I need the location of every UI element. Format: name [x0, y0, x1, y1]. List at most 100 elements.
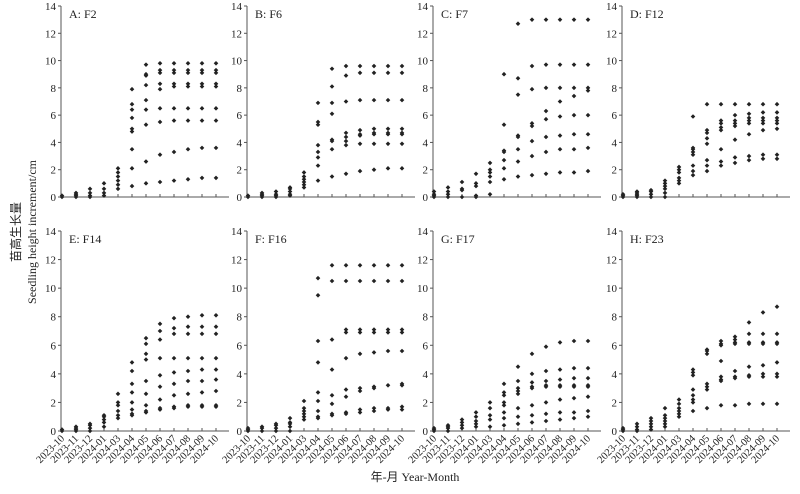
data-point: [171, 404, 177, 410]
data-point: [301, 182, 307, 188]
panel-a: 0 2 4 6 8 10 12 14 A: F2: [45, 1, 229, 204]
y-tick-label: 0: [423, 426, 429, 438]
data-point: [760, 115, 766, 121]
data-point: [185, 81, 191, 87]
data-point: [315, 122, 321, 127]
data-point: [431, 191, 437, 197]
y-tick-label: 2: [612, 397, 618, 409]
data-point: [648, 424, 654, 430]
data-point: [301, 176, 307, 182]
data-point: [343, 278, 349, 284]
data-point: [529, 402, 535, 408]
data-point: [501, 148, 507, 153]
data-point: [571, 365, 577, 371]
data-point: [774, 115, 780, 121]
data-point: [259, 190, 265, 196]
data-point: [662, 424, 668, 430]
y-tick-label: 8: [51, 83, 57, 95]
data-point: [515, 174, 521, 179]
y-tick-label: 6: [51, 110, 57, 122]
y-tick-label: 2: [423, 165, 429, 177]
data-point: [357, 131, 363, 137]
data-point: [585, 145, 591, 151]
data-point: [557, 133, 563, 138]
y-tick-label: 12: [606, 28, 617, 40]
data-point: [101, 420, 107, 425]
data-point: [129, 166, 135, 171]
data-point: [115, 402, 121, 408]
data-point: [213, 61, 219, 66]
data-point: [343, 134, 349, 140]
data-point: [515, 388, 521, 394]
data-point: [704, 381, 710, 387]
y-tick-label: 14: [606, 1, 618, 13]
data-point: [357, 63, 363, 69]
data-point: [199, 81, 205, 87]
data-point: [185, 324, 191, 330]
data-point: [732, 337, 738, 342]
data-point: [732, 121, 738, 126]
data-point: [557, 114, 563, 119]
data-point: [718, 121, 724, 126]
data-point: [515, 146, 521, 152]
data-point: [746, 157, 752, 163]
data-point: [157, 70, 163, 76]
data-point: [746, 111, 752, 117]
data-point: [101, 417, 107, 422]
data-point: [357, 168, 363, 174]
data-point: [371, 327, 377, 332]
data-point: [732, 101, 738, 107]
data-point: [529, 380, 535, 385]
data-point: [634, 421, 640, 427]
data-point: [213, 388, 219, 394]
panel-f: 024681012142023-102023-112023-122024-012…: [221, 226, 415, 466]
data-point: [315, 338, 321, 344]
data-point: [385, 330, 391, 335]
data-point: [199, 106, 205, 111]
y-tick-label: 12: [417, 28, 428, 40]
data-point: [459, 194, 465, 200]
data-point: [399, 262, 405, 268]
data-point: [171, 315, 177, 321]
data-point: [515, 364, 521, 370]
data-point: [760, 118, 766, 123]
data-point: [557, 17, 563, 22]
data-point: [171, 70, 177, 76]
data-point: [718, 159, 724, 164]
data-point: [157, 152, 163, 158]
data-point: [557, 367, 563, 372]
data-point: [760, 127, 766, 133]
data-point: [329, 401, 335, 407]
data-point: [371, 330, 377, 335]
data-point: [774, 118, 780, 123]
y-tick-label: 10: [231, 283, 243, 295]
data-point: [445, 189, 451, 194]
data-point: [746, 364, 752, 370]
data-point: [445, 185, 451, 190]
data-point: [213, 70, 219, 76]
data-point: [690, 172, 696, 178]
data-point: [143, 159, 149, 164]
panel-title: G: F17: [441, 232, 475, 246]
data-point: [473, 181, 479, 186]
data-point: [529, 63, 535, 69]
data-point: [315, 119, 321, 125]
data-point: [199, 312, 205, 318]
data-point: [129, 115, 135, 121]
data-point: [543, 411, 549, 417]
panel-title: F: F16: [255, 232, 287, 246]
data-point: [157, 106, 163, 111]
data-point: [101, 190, 107, 196]
data-point: [287, 428, 293, 434]
data-point: [445, 191, 451, 197]
data-point: [487, 191, 493, 197]
data-point: [718, 338, 724, 344]
data-point: [171, 84, 177, 89]
data-point: [718, 118, 724, 123]
data-point: [185, 368, 191, 374]
data-point: [529, 351, 535, 357]
data-point: [329, 262, 335, 268]
data-point: [315, 163, 321, 168]
y-axis-label-cn: 苗高生长量: [8, 202, 23, 262]
data-point: [199, 331, 205, 337]
